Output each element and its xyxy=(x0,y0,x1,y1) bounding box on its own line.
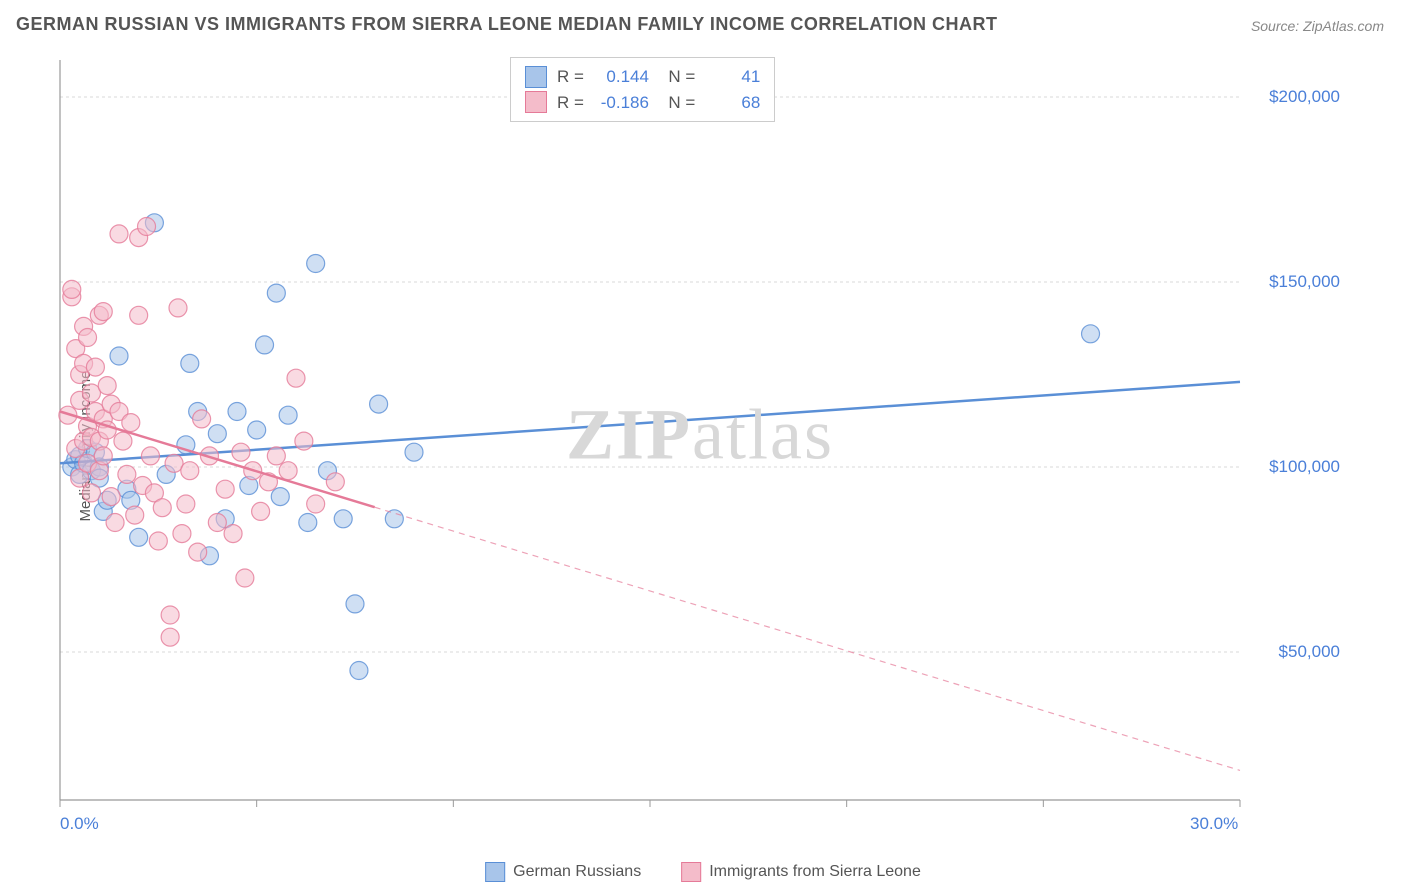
r-label: R = xyxy=(557,64,584,90)
x-axis-min-label: 0.0% xyxy=(60,814,99,834)
legend-swatch-icon xyxy=(525,91,547,113)
n-value: 68 xyxy=(705,90,760,116)
y-tick-label: $50,000 xyxy=(1279,642,1340,662)
r-value: 0.144 xyxy=(594,64,649,90)
y-tick-label: $150,000 xyxy=(1269,272,1340,292)
n-label: N = xyxy=(659,90,695,116)
series-legend-item: German Russians xyxy=(485,862,641,882)
y-tick-label: $200,000 xyxy=(1269,87,1340,107)
plot-area: ZIPatlas R =0.144 N =41R =-0.186 N =68 $… xyxy=(50,50,1350,820)
r-label: R = xyxy=(557,90,584,116)
n-label: N = xyxy=(659,64,695,90)
x-axis-max-label: 30.0% xyxy=(1190,814,1238,834)
correlation-legend-row: R = -0.186 N = 68 xyxy=(525,90,760,116)
chart-container: GERMAN RUSSIAN VS IMMIGRANTS FROM SIERRA… xyxy=(0,0,1406,892)
source-attribution: Source: ZipAtlas.com xyxy=(1251,18,1384,34)
y-tick-label: $100,000 xyxy=(1269,457,1340,477)
series-legend-item: Immigrants from Sierra Leone xyxy=(681,862,921,882)
series-label: Immigrants from Sierra Leone xyxy=(709,863,921,881)
legend-swatch-icon xyxy=(485,862,505,882)
legend-swatch-icon xyxy=(681,862,701,882)
r-value: -0.186 xyxy=(594,90,649,116)
chart-svg xyxy=(50,50,1350,820)
n-value: 41 xyxy=(705,64,760,90)
series-label: German Russians xyxy=(513,863,641,881)
correlation-legend: R = 0.144 N = 41 R = -0.186 N = 68 xyxy=(510,57,775,122)
correlation-legend-row: R = 0.144 N = 41 xyxy=(525,64,760,90)
legend-swatch-icon xyxy=(525,66,547,88)
series-legend: German Russians Immigrants from Sierra Le… xyxy=(485,862,921,882)
chart-title: GERMAN RUSSIAN VS IMMIGRANTS FROM SIERRA… xyxy=(16,14,998,35)
